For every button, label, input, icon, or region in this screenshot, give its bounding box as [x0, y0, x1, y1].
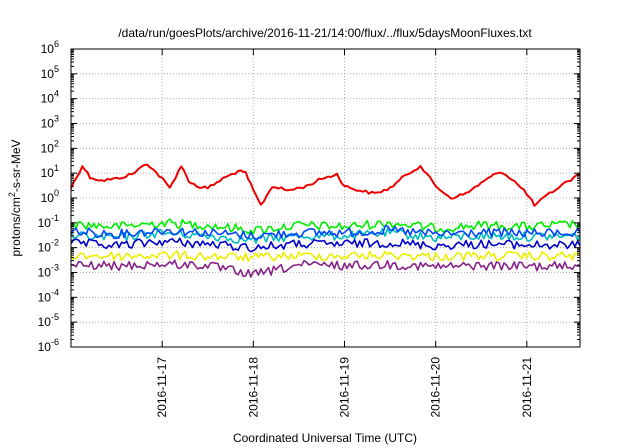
y-tick-label: 10-2: [38, 238, 59, 255]
y-tick-label: 10-4: [38, 287, 59, 304]
y-axis: 10-6 10-5 10-4 10-3 10-2 10-1 100 101 102 103 104 1…: [38, 39, 580, 354]
series-layer: [70, 163, 581, 278]
y-tick-label: 10-3: [38, 263, 59, 280]
x-tick-label: 2016-11-21: [520, 357, 534, 418]
chart-title: /data/run/goesPlots/archive/2016-11-21/1…: [118, 26, 532, 40]
y-tick-label: 105: [41, 64, 59, 81]
y-tick-label: 106: [41, 39, 59, 56]
series-line-3: [70, 225, 581, 241]
x-axis-label: Coordinated Universal Time (UTC): [233, 431, 417, 445]
series-line-5: [70, 250, 581, 262]
series-line-1: [70, 218, 581, 235]
y-tick-label: 10-5: [38, 312, 59, 329]
y-tick-label: 103: [41, 114, 59, 131]
y-tick-label: 10-1: [38, 213, 59, 230]
x-axis: 2016-11-17 2016-11-18 2016-11-19 2016-11-20…: [155, 49, 534, 418]
y-tick-label: 101: [41, 163, 59, 180]
y-axis-label: protons/cm2-s-sr-MeV: [7, 139, 23, 256]
grid: [71, 49, 580, 347]
x-tick-label: 2016-11-17: [155, 357, 169, 418]
x-tick-label: 2016-11-18: [246, 357, 260, 418]
x-tick-label: 2016-11-19: [337, 357, 351, 418]
series-line-2: [70, 227, 581, 244]
series-line-6: [70, 259, 581, 278]
x-tick-label: 2016-11-20: [429, 357, 443, 418]
y-tick-label: 102: [41, 138, 59, 155]
series-line-0: [70, 163, 581, 207]
y-tick-label: 104: [41, 89, 59, 106]
series-line-4: [70, 237, 581, 253]
y-tick-label: 10-6: [38, 337, 59, 354]
y-tick-label: 100: [41, 188, 59, 205]
